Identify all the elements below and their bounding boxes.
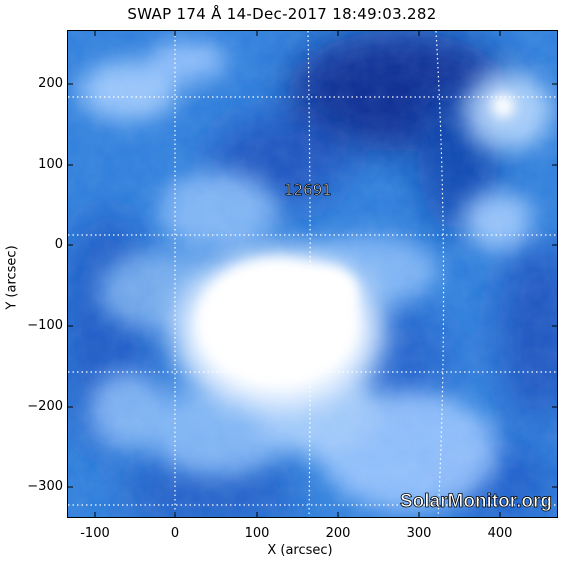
x-tick-label: 300 <box>406 526 432 541</box>
y-tick-label: −200 <box>27 399 63 414</box>
heliographic-grid <box>68 31 557 517</box>
solar-euv-image: 12691 SolarMonitor.org <box>68 31 557 517</box>
y-tick-label: 0 <box>54 237 63 252</box>
y-axis-label: Y (arcsec) <box>4 245 20 310</box>
y-tick-label: −300 <box>27 479 63 494</box>
x-axis-label: X (arcsec) <box>267 543 333 558</box>
x-tick-label: 400 <box>487 526 513 541</box>
solar-image-frame: 12691 SolarMonitor.org <box>67 30 558 518</box>
image-title: SWAP 174 Å 14-Dec-2017 18:49:03.282 <box>127 5 437 23</box>
region-number-label: 12691 <box>284 181 332 199</box>
watermark-label: SolarMonitor.org <box>400 491 552 512</box>
y-tick-label: −100 <box>27 318 63 333</box>
x-tick-label: 100 <box>244 526 270 541</box>
x-tick-label: 0 <box>170 526 180 541</box>
y-tick-label: 200 <box>38 76 63 91</box>
y-tick-label: 100 <box>38 157 63 172</box>
x-tick-label: -100 <box>80 526 110 541</box>
x-tick-label: 200 <box>325 526 351 541</box>
